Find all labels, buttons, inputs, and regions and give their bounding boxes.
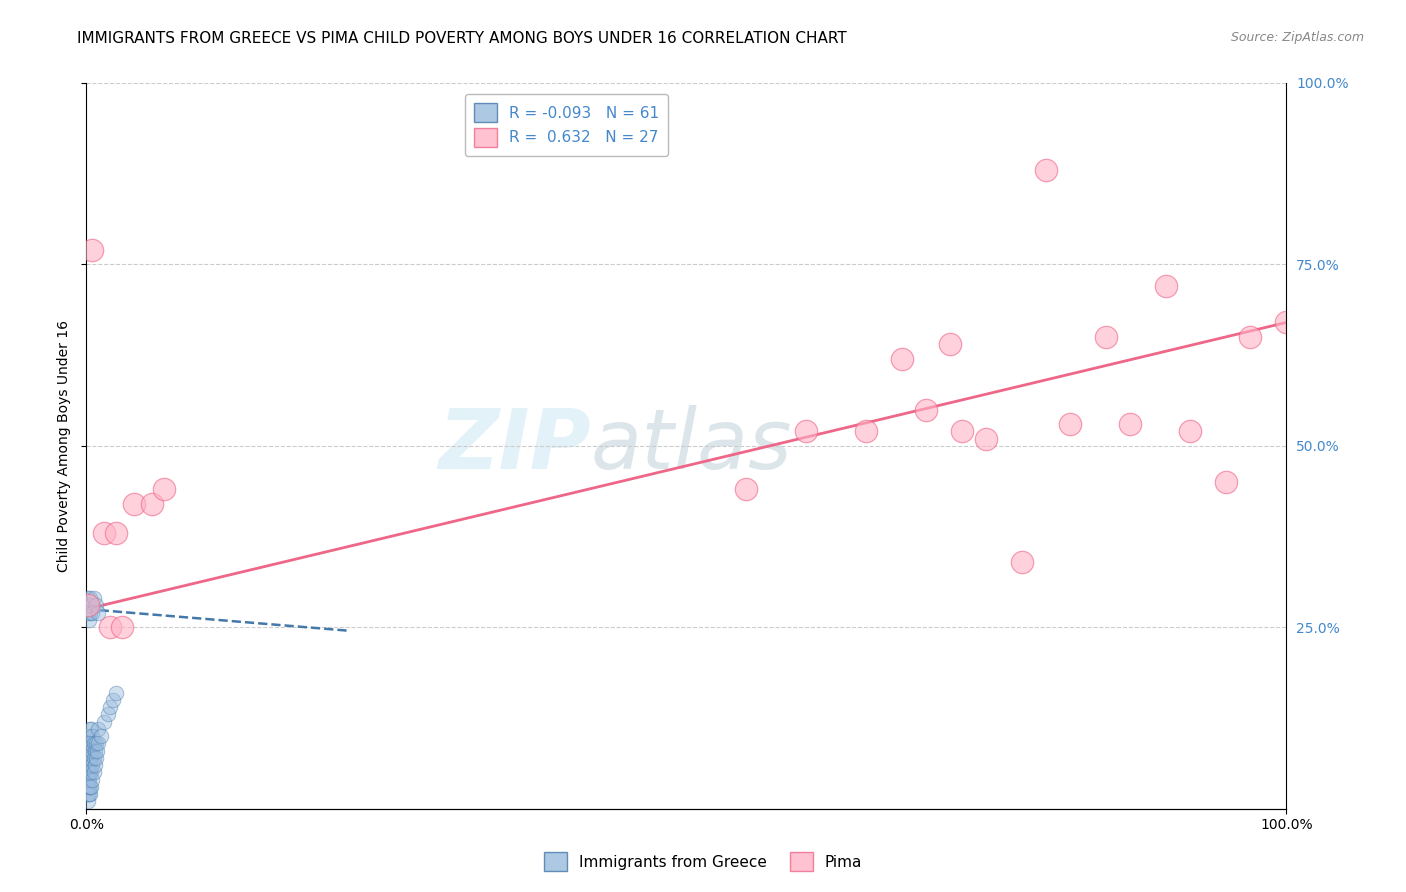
Point bbox=[76, 780, 98, 794]
Point bbox=[1059, 417, 1081, 431]
Point bbox=[80, 751, 103, 765]
Point bbox=[84, 751, 107, 765]
Point bbox=[141, 497, 163, 511]
Point bbox=[855, 425, 877, 439]
Point bbox=[76, 591, 98, 606]
Point bbox=[1156, 279, 1178, 293]
Point bbox=[111, 620, 134, 634]
Point bbox=[939, 337, 962, 351]
Point bbox=[83, 744, 105, 758]
Point bbox=[79, 787, 101, 801]
Point bbox=[77, 751, 100, 765]
Point bbox=[153, 483, 176, 497]
Point bbox=[79, 591, 101, 606]
Point bbox=[77, 765, 100, 780]
Point bbox=[1011, 555, 1033, 569]
Point bbox=[82, 729, 104, 743]
Point bbox=[80, 599, 103, 613]
Point bbox=[83, 751, 105, 765]
Point bbox=[952, 425, 974, 439]
Point bbox=[76, 729, 98, 743]
Point bbox=[76, 772, 98, 787]
Point bbox=[84, 599, 107, 613]
Point bbox=[80, 736, 103, 750]
Point bbox=[77, 736, 100, 750]
Point bbox=[79, 722, 101, 736]
Point bbox=[1215, 475, 1237, 489]
Point bbox=[80, 780, 103, 794]
Point bbox=[76, 606, 98, 620]
Point bbox=[1275, 315, 1298, 329]
Point bbox=[76, 736, 98, 750]
Point bbox=[76, 599, 98, 613]
Point bbox=[77, 599, 100, 613]
Point bbox=[83, 736, 105, 750]
Point bbox=[93, 714, 115, 729]
Point bbox=[80, 765, 103, 780]
Point bbox=[76, 744, 98, 758]
Y-axis label: Child Poverty Among Boys Under 16: Child Poverty Among Boys Under 16 bbox=[58, 320, 72, 572]
Point bbox=[77, 744, 100, 758]
Point bbox=[87, 722, 110, 736]
Point bbox=[83, 765, 105, 780]
Point bbox=[83, 591, 105, 606]
Point bbox=[90, 729, 112, 743]
Point bbox=[796, 425, 818, 439]
Point bbox=[76, 787, 98, 801]
Point bbox=[976, 432, 998, 446]
Point bbox=[100, 620, 122, 634]
Legend: R = -0.093   N = 61, R =  0.632   N = 27: R = -0.093 N = 61, R = 0.632 N = 27 bbox=[464, 95, 668, 156]
Point bbox=[1239, 330, 1261, 344]
Point bbox=[735, 483, 758, 497]
Text: IMMIGRANTS FROM GREECE VS PIMA CHILD POVERTY AMONG BOYS UNDER 16 CORRELATION CHA: IMMIGRANTS FROM GREECE VS PIMA CHILD POV… bbox=[77, 31, 846, 46]
Point bbox=[83, 758, 105, 772]
Point bbox=[76, 599, 98, 613]
Point bbox=[105, 685, 128, 699]
Legend: Immigrants from Greece, Pima: Immigrants from Greece, Pima bbox=[537, 847, 869, 877]
Point bbox=[77, 758, 100, 772]
Point bbox=[77, 787, 100, 801]
Point bbox=[79, 780, 101, 794]
Point bbox=[1119, 417, 1142, 431]
Point bbox=[105, 525, 128, 540]
Point bbox=[86, 744, 108, 758]
Point bbox=[124, 497, 146, 511]
Point bbox=[76, 765, 98, 780]
Point bbox=[1180, 425, 1202, 439]
Point bbox=[79, 736, 101, 750]
Point bbox=[76, 794, 98, 808]
Point bbox=[79, 765, 101, 780]
Text: ZIP: ZIP bbox=[437, 405, 591, 486]
Point bbox=[87, 606, 110, 620]
Point bbox=[84, 736, 107, 750]
Text: atlas: atlas bbox=[591, 405, 792, 486]
Text: Source: ZipAtlas.com: Source: ZipAtlas.com bbox=[1230, 31, 1364, 45]
Point bbox=[79, 751, 101, 765]
Point bbox=[76, 758, 98, 772]
Point bbox=[82, 758, 104, 772]
Point bbox=[82, 243, 104, 257]
Point bbox=[1095, 330, 1118, 344]
Point bbox=[100, 700, 122, 714]
Point bbox=[77, 772, 100, 787]
Point bbox=[80, 722, 103, 736]
Point bbox=[77, 780, 100, 794]
Point bbox=[82, 606, 104, 620]
Point bbox=[97, 707, 120, 722]
Point bbox=[891, 351, 914, 366]
Point bbox=[915, 402, 938, 417]
Point bbox=[76, 751, 98, 765]
Point bbox=[87, 736, 110, 750]
Point bbox=[82, 744, 104, 758]
Point bbox=[1035, 163, 1057, 178]
Point bbox=[79, 606, 101, 620]
Point bbox=[77, 613, 100, 627]
Point bbox=[82, 772, 104, 787]
Point bbox=[101, 693, 124, 707]
Point bbox=[93, 525, 115, 540]
